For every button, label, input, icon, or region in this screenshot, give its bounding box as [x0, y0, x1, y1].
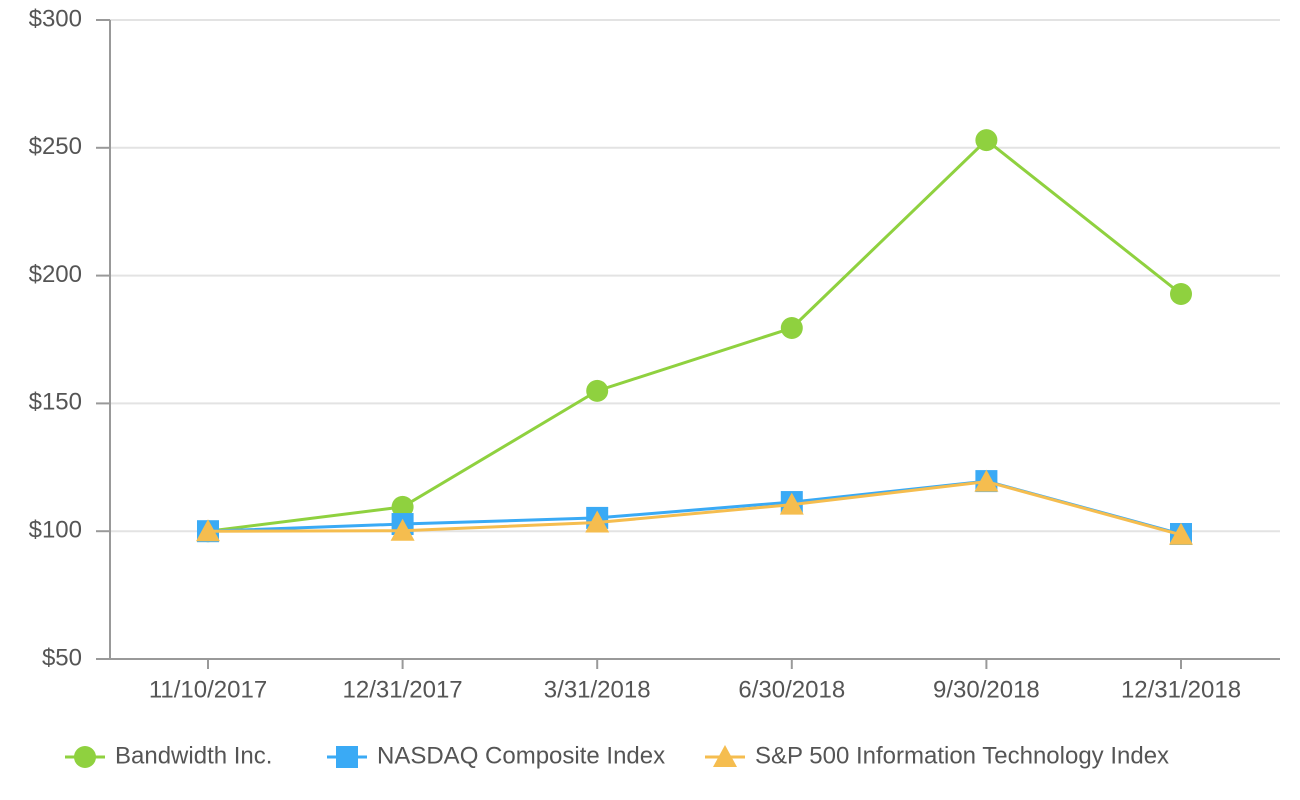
- point: [974, 469, 999, 492]
- legend-label: S&P 500 Information Technology Index: [755, 742, 1169, 769]
- point: [713, 745, 737, 767]
- point: [1170, 283, 1192, 306]
- x-tick-label: 9/30/2018: [933, 676, 1040, 703]
- point: [390, 518, 415, 541]
- point: [1169, 522, 1193, 545]
- y-tick-label: $300: [29, 5, 82, 32]
- x-tick-label: 12/31/2018: [1121, 676, 1241, 703]
- point: [74, 746, 96, 768]
- point: [336, 746, 358, 768]
- series-line: [207, 479, 1182, 536]
- y-tick-label: $50: [42, 644, 82, 671]
- x-tick-label: 6/30/2018: [738, 676, 845, 703]
- point: [779, 492, 804, 515]
- y-tick-label: $250: [29, 133, 82, 160]
- point: [391, 495, 414, 518]
- point: [975, 129, 998, 152]
- point: [586, 379, 609, 402]
- y-tick-label: $150: [29, 389, 82, 416]
- x-tick-label: 11/10/2017: [149, 676, 267, 703]
- legend-label: NASDAQ Composite Index: [377, 742, 665, 769]
- point: [585, 510, 610, 533]
- series-line: [207, 480, 1182, 537]
- series-line: [207, 138, 1182, 533]
- point: [196, 519, 220, 542]
- x-tick-label: 3/31/2018: [544, 676, 651, 703]
- point: [780, 316, 803, 339]
- legend-label: Bandwidth Inc.: [115, 742, 272, 769]
- y-tick-label: $100: [29, 517, 82, 544]
- x-tick-label: 12/31/2017: [343, 676, 463, 703]
- y-tick-label: $200: [29, 261, 82, 288]
